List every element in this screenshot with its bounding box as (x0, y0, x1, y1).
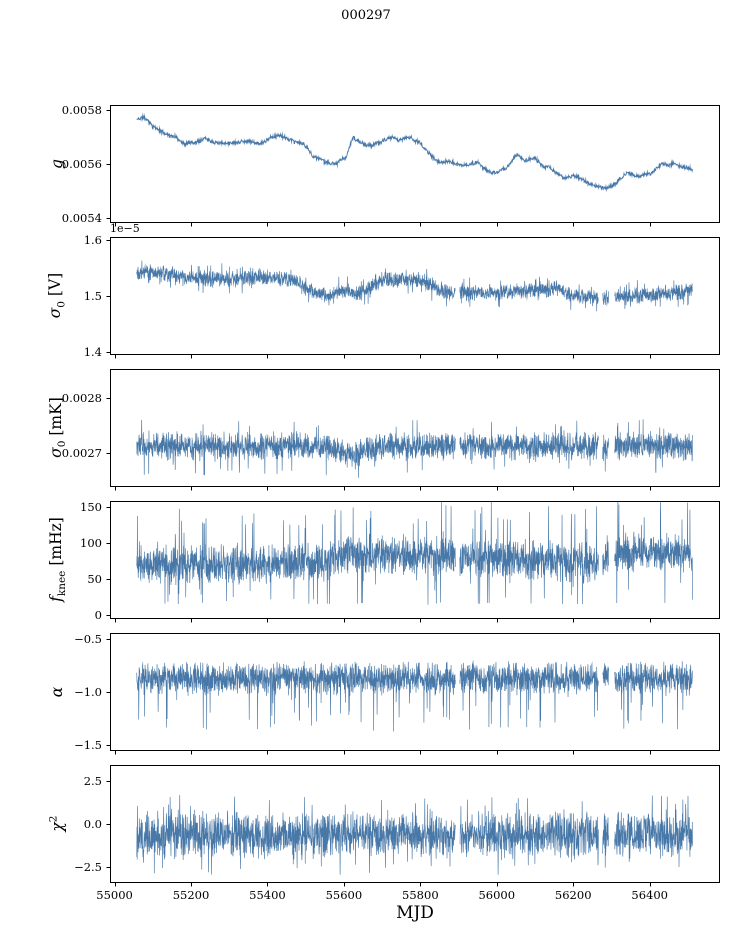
y-tick-label-f_knee: 150 (80, 499, 102, 514)
plot-canvas-alpha (104, 631, 722, 757)
y-axis-label-wrap-alpha: α (34, 633, 80, 751)
x-tick-label: 56400 (631, 888, 668, 902)
plot-canvas-sigma0_mK (104, 367, 722, 493)
y-axis-label-wrap-sigma0_mK: σ0 [mK] (34, 369, 80, 487)
x-tick-label: 56200 (554, 888, 592, 902)
x-tick-label: 55400 (249, 888, 286, 902)
y-tick-label-alpha: −1.5 (74, 737, 102, 752)
plot-canvas-chi2 (104, 763, 722, 889)
x-tick-label: 56000 (478, 888, 516, 902)
x-tick-label: 55000 (96, 888, 133, 902)
y-tick-label-g: 0.0056 (61, 157, 102, 171)
y-tick-label-alpha: −1.0 (74, 685, 102, 699)
y-axis-label-wrap-g: g (34, 105, 80, 223)
x-tick-label: 55800 (402, 888, 439, 902)
y-tick-label-sigma0_mK: 0.0028 (61, 390, 102, 405)
y-tick-label-g: 0.0054 (61, 210, 102, 225)
y-axis-label-sigma0_V: σ0 [V] (46, 273, 68, 319)
y-tick-label-sigma0_V: 1.5 (83, 289, 102, 303)
y-tick-label-sigma0_V: 1.6 (83, 232, 102, 247)
y-tick-label-sigma0_V: 1.4 (83, 345, 102, 360)
y-axis-offset-label-sigma0_V: 1e−5 (110, 222, 140, 235)
plot-canvas-sigma0_V (104, 235, 722, 361)
y-tick-label-sigma0_mK: 0.0027 (61, 445, 102, 460)
y-axis-label-chi2: χ2 (47, 815, 67, 833)
plot-canvas-g (104, 103, 722, 229)
y-axis-label-wrap-chi2: χ2 (34, 765, 80, 883)
figure-title: 000297 (341, 8, 391, 23)
y-tick-label-f_knee: 100 (80, 535, 102, 550)
y-tick-label-f_knee: 0 (94, 607, 102, 622)
y-tick-label-g: 0.0058 (61, 103, 102, 118)
y-axis-label-sigma0_mK: σ0 [mK] (46, 397, 68, 459)
y-tick-label-chi2: 2.5 (83, 774, 102, 789)
x-tick-label: 55200 (172, 888, 210, 902)
x-axis-label: MJD (396, 903, 434, 923)
y-tick-label-alpha: −0.5 (74, 632, 102, 647)
y-tick-label-f_knee: 50 (87, 571, 102, 586)
y-axis-label-wrap-sigma0_V: σ0 [V] (34, 237, 80, 355)
y-axis-label-alpha: α (48, 686, 66, 698)
x-tick-label: 55600 (325, 888, 363, 902)
y-axis-label-f_knee: fknee [mHz] (46, 517, 68, 603)
plot-canvas-f_knee (104, 499, 722, 625)
y-tick-label-chi2: −2.5 (74, 859, 102, 874)
y-axis-label-wrap-f_knee: fknee [mHz] (34, 501, 80, 619)
y-axis-label-g: g (48, 159, 66, 169)
y-tick-label-chi2: 0.0 (83, 817, 102, 831)
